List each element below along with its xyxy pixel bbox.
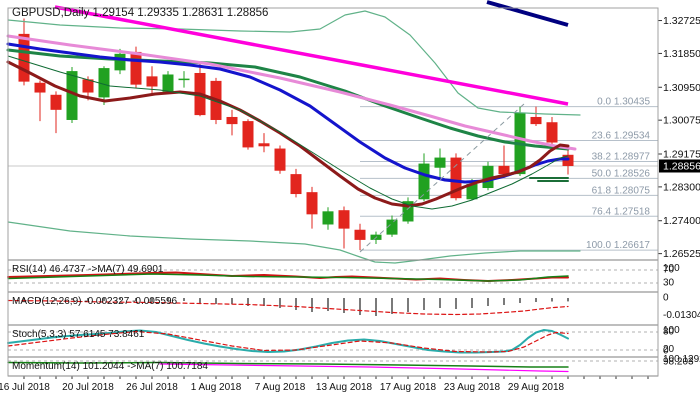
stoch-panel-label: Stoch(5,3,3) 57.6145 73.8461 [12, 329, 145, 340]
date-label: 29 Aug 2018 [508, 382, 565, 393]
momentum-ma-line [159, 363, 569, 373]
fib-label: 50.0 1.28526 [592, 168, 651, 179]
candle-body [290, 174, 302, 195]
fib-label: 0.0 1.30435 [597, 97, 650, 108]
stoch-main-line [7, 329, 569, 354]
price-axis-label: 1.28300 [663, 181, 700, 193]
price-axis-label: 1.27400 [663, 215, 700, 227]
momentum-line [7, 361, 569, 368]
current-price-badge [659, 159, 700, 173]
candle-body [146, 76, 158, 87]
candle-body [306, 192, 318, 215]
date-label: 16 Jul 2018 [0, 382, 50, 393]
price-axis-label: 1.26525 [663, 248, 700, 260]
fib-label: 100.0 1.26617 [586, 240, 650, 251]
macd-signal-line [7, 299, 569, 316]
indicator-scale-label: -0.013047 [663, 310, 700, 321]
candle-body [114, 53, 126, 71]
date-label: 17 Aug 2018 [380, 382, 437, 393]
candle-body [130, 51, 142, 85]
date-label: 26 Jul 2018 [126, 382, 178, 393]
candle-body [50, 94, 62, 110]
price-axis-label: 1.31850 [663, 48, 700, 60]
plot-frame [7, 7, 659, 377]
indicator-scale-label: 70 [663, 265, 675, 276]
indicator-scale-label: 80 [663, 327, 675, 338]
fib-label: 61.8 1.28075 [592, 185, 651, 196]
downtrend-line-navy [486, 0, 569, 27]
candle-body [226, 116, 238, 125]
indicator-scale-label: 100.1292 [663, 354, 700, 365]
date-label: 20 Jul 2018 [62, 382, 114, 393]
stoch-signal-line [7, 330, 569, 353]
indicator-scale-label: 30 [663, 278, 675, 289]
candle-body [482, 165, 494, 189]
indicator-scale-label: 20 [663, 344, 675, 355]
candle-body [386, 219, 398, 235]
candle-body [242, 121, 254, 148]
candle-body [82, 79, 94, 93]
candle-body [402, 201, 414, 222]
bollinger-lower-band [7, 221, 581, 264]
fib-label: 23.6 1.29534 [592, 131, 651, 142]
candle-body [258, 143, 270, 147]
date-label: 1 Aug 2018 [191, 382, 242, 393]
candle-body [418, 163, 430, 200]
current-price-badge-text: 1.28856 [663, 160, 700, 172]
date-label: 13 Aug 2018 [316, 382, 373, 393]
price-axis-label: 1.30075 [663, 115, 700, 127]
chart-title: GBPUSD,Daily 1.29154 1.29335 1.28631 1.2… [12, 7, 268, 19]
price-axis-label: 1.30950 [663, 82, 700, 94]
candle-body [450, 157, 462, 199]
candle-body [66, 71, 78, 120]
candle-body [498, 165, 510, 175]
momentum-panel-label: Momentum(14) 101.2044 ->MA(7) 100.7184 [12, 361, 208, 372]
indicator-scale-label: 0 [663, 293, 669, 304]
candle-body [530, 116, 542, 125]
price-axis-label: 1.32725 [663, 15, 700, 27]
candle-body [274, 148, 286, 171]
candle-body [354, 229, 366, 240]
candle-body [338, 210, 350, 229]
rsi-panel-label: RSI(14) 46.4737 ->MA(7) 49.6901 [12, 264, 164, 275]
fib-label: 38.2 1.28977 [592, 151, 651, 162]
indicator-scale-label: 0 [663, 346, 669, 357]
candle-body [466, 183, 478, 200]
ma-pink [6, 34, 577, 151]
candle-body [546, 122, 558, 143]
macd-panel-label: MACD(12,26,9) -0.002327 -0.005596 [12, 296, 178, 307]
uptrend-line-dashed [359, 103, 525, 253]
candle-body [162, 74, 174, 92]
ma-darkgreen-fast [7, 55, 569, 210]
candle-body [322, 211, 334, 225]
indicator-scale-label: 100 [663, 325, 680, 336]
candle-body [98, 68, 110, 98]
indicator-scale-label: 98.203 [663, 357, 694, 368]
candle-body [178, 78, 190, 81]
rsi-ma-line [7, 273, 569, 282]
price-axis-label: 1.29175 [663, 149, 700, 161]
indicator-scale-label: 100 [663, 263, 680, 274]
downtrend-line-magenta [54, 5, 569, 106]
candle-body [434, 157, 446, 168]
candle-body [34, 82, 46, 93]
fib-label: 76.4 1.27518 [592, 206, 651, 217]
date-label: 7 Aug 2018 [255, 382, 306, 393]
ma-maroon [6, 60, 570, 208]
date-label: 23 Aug 2018 [444, 382, 501, 393]
candle-body [18, 33, 30, 82]
